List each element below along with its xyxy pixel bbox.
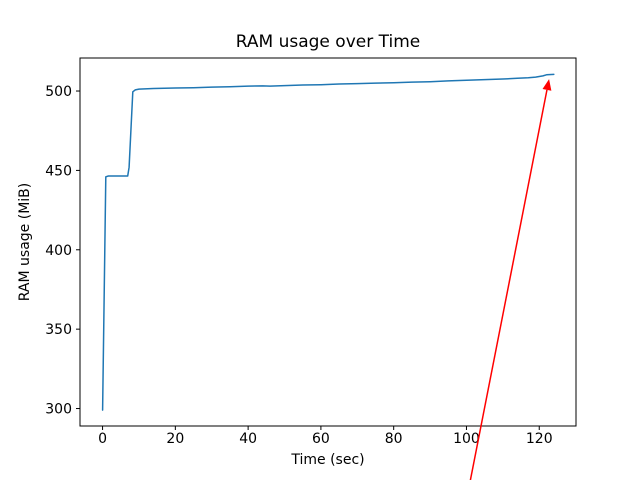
- series-line-ram-usage: [101, 73, 555, 411]
- plot-area-border: [79, 57, 577, 427]
- x-axis-label: Time (sec): [290, 452, 364, 468]
- y-tick-label: 350: [45, 322, 72, 338]
- y-tick-label: 300: [45, 402, 72, 418]
- chart-title: RAM usage over Time: [236, 32, 420, 52]
- annotation-arrow: [469, 79, 552, 482]
- y-axis-ticks: 300 350 400 450 500: [45, 84, 80, 418]
- arrow-shaft: [469, 89, 548, 482]
- x-tick-label: 100: [453, 431, 480, 447]
- x-axis-ticks: 0 20 40 60 80 100 120: [98, 426, 553, 447]
- x-tick-label: 20: [166, 431, 184, 447]
- x-tick-label: 40: [239, 431, 257, 447]
- x-tick-label: 80: [385, 431, 403, 447]
- y-tick-label: 450: [45, 163, 72, 179]
- arrow-head: [542, 79, 552, 91]
- y-tick-label: 500: [45, 84, 72, 100]
- y-tick-label: 400: [45, 243, 72, 259]
- x-tick-label: 0: [98, 431, 107, 447]
- x-tick-label: 60: [312, 431, 330, 447]
- data-series: [101, 73, 555, 411]
- y-axis-label: RAM usage (MiB): [17, 183, 33, 301]
- x-tick-label: 120: [526, 431, 553, 447]
